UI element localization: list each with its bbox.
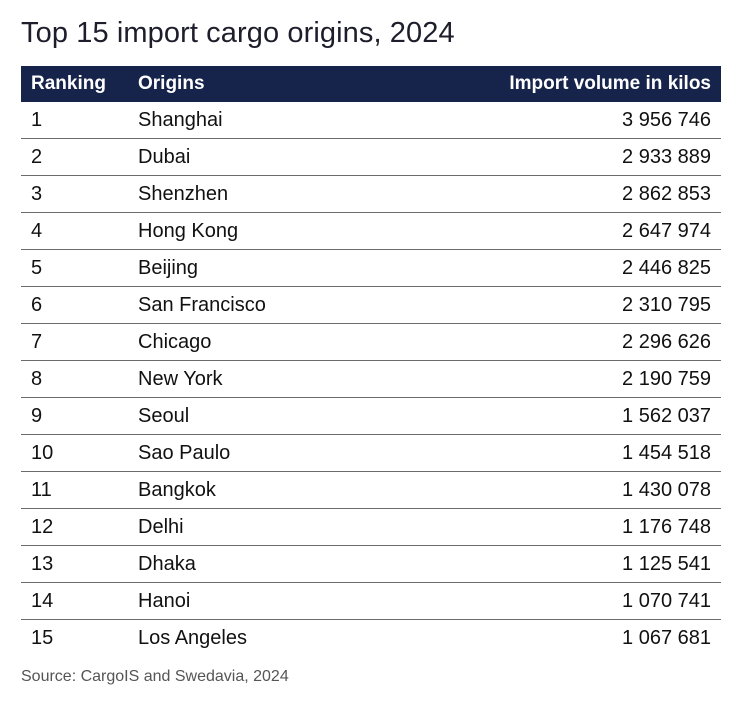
chart-title: Top 15 import cargo origins, 2024 xyxy=(21,17,455,49)
origin-cell: Dubai xyxy=(138,146,191,168)
volume-cell: 1 067 681 xyxy=(622,627,711,649)
origin-cell: Los Angeles xyxy=(138,627,247,649)
origin-cell: Hanoi xyxy=(138,590,191,612)
table-header: Ranking Origins Import volume in kilos xyxy=(21,66,721,102)
rank-cell: 12 xyxy=(31,516,54,538)
rank-cell: 3 xyxy=(31,183,43,205)
volume-cell: 1 176 748 xyxy=(622,516,711,538)
rank-cell: 11 xyxy=(31,479,52,501)
table-body: 1 Shanghai 3 956 746 2 Dubai 2 933 889 3 Shenzh… xyxy=(21,102,721,656)
column-header-ranking: Ranking xyxy=(31,73,106,94)
table-row: 10 Sao Paulo 1 454 518 xyxy=(21,435,721,472)
table-row: 2 Dubai 2 933 889 xyxy=(21,139,721,176)
origin-cell: Sao Paulo xyxy=(138,442,231,464)
origin-cell: Seoul xyxy=(138,405,190,427)
rank-cell: 9 xyxy=(31,405,43,427)
table-row: 4 Hong Kong 2 647 974 xyxy=(21,213,721,250)
table-row: 15 Los Angeles 1 067 681 xyxy=(21,620,721,656)
table-row: 12 Delhi 1 176 748 xyxy=(21,509,721,546)
origin-cell: Dhaka xyxy=(138,553,196,575)
rank-cell: 1 xyxy=(31,109,43,131)
volume-cell: 2 933 889 xyxy=(622,146,711,168)
table-row: 5 Beijing 2 446 825 xyxy=(21,250,721,287)
origin-cell: Chicago xyxy=(138,331,212,353)
origin-cell: Shenzhen xyxy=(138,183,229,205)
volume-cell: 2 296 626 xyxy=(622,331,711,353)
table-row: 1 Shanghai 3 956 746 xyxy=(21,102,721,139)
volume-cell: 3 956 746 xyxy=(622,109,711,131)
import-origins-table: Ranking Origins Import volume in kilos 1… xyxy=(21,66,721,656)
table-row: 13 Dhaka 1 125 541 xyxy=(21,546,721,583)
origin-cell: New York xyxy=(138,368,223,390)
column-header-origins: Origins xyxy=(138,73,205,94)
table-row: 9 Seoul 1 562 037 xyxy=(21,398,721,435)
volume-cell: 2 647 974 xyxy=(622,220,711,242)
volume-cell: 2 310 795 xyxy=(622,294,711,316)
volume-cell: 2 446 825 xyxy=(622,257,711,279)
volume-cell: 1 430 078 xyxy=(622,479,711,501)
origin-cell: Beijing xyxy=(138,257,199,279)
rank-cell: 13 xyxy=(31,553,54,575)
rank-cell: 14 xyxy=(31,590,54,612)
rank-cell: 8 xyxy=(31,368,43,390)
table-row: 8 New York 2 190 759 xyxy=(21,361,721,398)
rank-cell: 4 xyxy=(31,220,43,242)
table-row: 3 Shenzhen 2 862 853 xyxy=(21,176,721,213)
table-row: 7 Chicago 2 296 626 xyxy=(21,324,721,361)
rank-cell: 6 xyxy=(31,294,43,316)
origin-cell: Bangkok xyxy=(138,479,216,501)
table-row: 14 Hanoi 1 070 741 xyxy=(21,583,721,620)
volume-cell: 2 190 759 xyxy=(622,368,711,390)
source-note: Source: CargoIS and Swedavia, 2024 xyxy=(21,668,289,685)
origin-cell: Shanghai xyxy=(138,109,223,131)
rank-cell: 15 xyxy=(31,627,54,649)
table-row: 11 Bangkok 1 430 078 xyxy=(21,472,721,509)
volume-cell: 1 454 518 xyxy=(622,442,711,464)
volume-cell: 1 125 541 xyxy=(622,553,711,575)
rank-cell: 10 xyxy=(31,442,54,464)
column-header-import-volume: Import volume in kilos xyxy=(509,73,711,94)
origin-cell: Hong Kong xyxy=(138,220,239,242)
rank-cell: 5 xyxy=(31,257,43,279)
origin-cell: Delhi xyxy=(138,516,184,538)
volume-cell: 1 070 741 xyxy=(622,590,711,612)
volume-cell: 1 562 037 xyxy=(622,405,711,427)
table-row: 6 San Francisco 2 310 795 xyxy=(21,287,721,324)
rank-cell: 7 xyxy=(31,331,43,353)
origin-cell: San Francisco xyxy=(138,294,266,316)
volume-cell: 2 862 853 xyxy=(622,183,711,205)
rank-cell: 2 xyxy=(31,146,43,168)
